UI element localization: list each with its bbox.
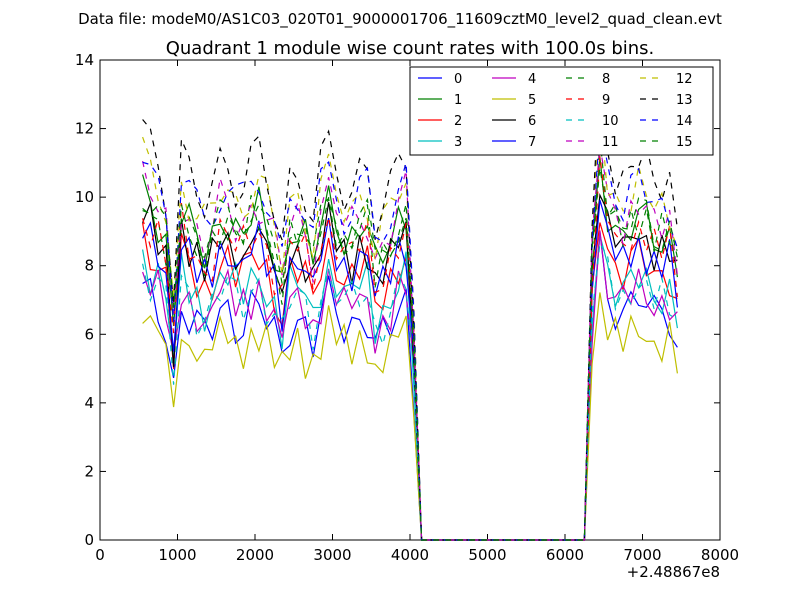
legend-label-2: 2 [454, 114, 462, 129]
axis-ticks: 0 1000 2000 3000 4000 5000 6000 7000 80000246810… [75, 51, 739, 564]
x-tick-label: 0 [95, 546, 105, 564]
series-line-14 [142, 125, 678, 541]
legend-label-11: 11 [602, 135, 619, 150]
legend-box [409, 66, 714, 156]
x-tick-label: 3000 [313, 546, 351, 564]
x-offset-label: +2.48867e8 [627, 563, 720, 581]
series-line-15 [142, 167, 678, 541]
series-line-9 [142, 155, 678, 541]
legend-label-7: 7 [528, 135, 536, 150]
series-line-10 [142, 241, 678, 541]
series-line-1 [142, 157, 678, 541]
x-tick-label: 1000 [158, 546, 196, 564]
y-tick-label: 8 [84, 257, 94, 275]
x-tick-label: 5000 [468, 546, 506, 564]
y-tick-label: 0 [84, 531, 94, 549]
series-line-3 [142, 235, 678, 541]
chart-title: Quadrant 1 module wise count rates with … [166, 38, 655, 59]
series-lines [142, 70, 678, 541]
legend-label-13: 13 [676, 93, 693, 108]
legend-label-0: 0 [454, 72, 462, 87]
legend-label-3: 3 [454, 135, 462, 150]
legend-label-5: 5 [528, 93, 536, 108]
legend-label-1: 1 [454, 93, 462, 108]
series-line-12 [142, 103, 678, 541]
legend-label-6: 6 [528, 114, 536, 129]
y-tick-label: 6 [84, 325, 94, 343]
legend-label-4: 4 [528, 72, 536, 87]
y-tick-label: 14 [75, 51, 94, 69]
x-tick-label: 2000 [236, 546, 274, 564]
legend-label-10: 10 [602, 114, 619, 129]
legend-label-12: 12 [676, 72, 693, 87]
series-line-7 [142, 199, 678, 541]
legend-label-15: 15 [676, 135, 693, 150]
x-tick-label: 7000 [623, 546, 661, 564]
series-line-2 [142, 222, 678, 541]
legend-label-14: 14 [676, 114, 693, 129]
x-tick-label: 4000 [391, 546, 429, 564]
legend-label-9: 9 [602, 93, 610, 108]
series-line-5 [142, 292, 678, 541]
x-tick-label: 8000 [701, 546, 739, 564]
y-tick-label: 12 [75, 120, 94, 138]
chart-suptitle: Data file: modeM0/AS1C03_020T01_90000017… [78, 10, 722, 29]
y-tick-label: 4 [84, 394, 94, 412]
y-tick-label: 2 [84, 462, 94, 480]
legend-label-8: 8 [602, 72, 610, 87]
y-tick-label: 10 [75, 188, 94, 206]
x-tick-label: 6000 [546, 546, 584, 564]
